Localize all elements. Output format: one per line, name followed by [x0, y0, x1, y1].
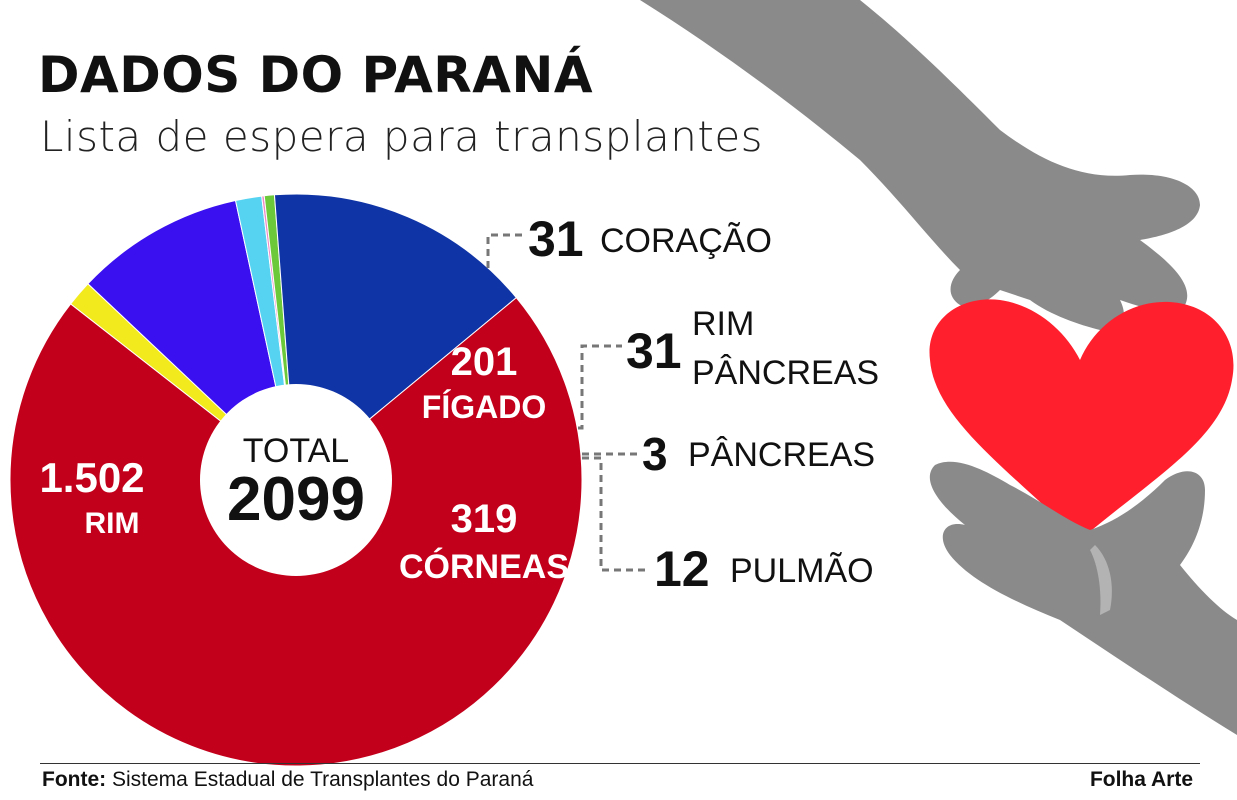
- source-line: Fonte: Sistema Estadual de Transplantes …: [42, 768, 533, 792]
- corneas-value-label: 319: [451, 497, 518, 541]
- figado-name-label: FÍGADO: [422, 389, 546, 425]
- rim-pancreas-leader: [578, 344, 622, 430]
- donut-hole: [200, 384, 392, 576]
- coracao-leader: [486, 233, 522, 268]
- footer-divider: [40, 763, 1200, 764]
- hands-heart-illustration: [640, 0, 1237, 735]
- leader-lines: [486, 233, 650, 572]
- heart-icon: [929, 299, 1234, 540]
- giving-hand-icon: [640, 0, 1200, 331]
- pulmao-leader: [582, 456, 650, 572]
- source-text: Sistema Estadual de Transplantes do Para…: [112, 768, 534, 791]
- total-value: 2099: [227, 465, 365, 534]
- figado-value-label: 201: [451, 340, 518, 384]
- source-label: Fonte:: [42, 768, 107, 791]
- coracao-value-label: 31: [528, 211, 584, 267]
- rim-name-label: RIM: [85, 507, 140, 540]
- rim-pancreas-name2-label: PÂNCREAS: [692, 354, 879, 392]
- page-subtitle: Lista de espera para transplantes: [40, 112, 764, 161]
- pancreas-value-label: 3: [642, 428, 668, 480]
- page-title: DADOS DO PARANÁ: [38, 46, 594, 104]
- corneas-name-label: CÓRNEAS: [399, 548, 569, 586]
- pancreas-name-label: PÂNCREAS: [688, 436, 875, 474]
- pulmao-name-label: PULMÃO: [730, 552, 874, 590]
- coracao-name-label: CORAÇÃO: [600, 222, 772, 260]
- pulmao-value-label: 12: [654, 541, 710, 597]
- receiving-hand-icon: [929, 461, 1237, 735]
- rim-value-label: 1.502: [39, 454, 144, 501]
- credit-label: Folha Arte: [1089, 768, 1193, 791]
- total-label: TOTAL: [243, 432, 349, 470]
- rim-pancreas-name1-label: RIM: [692, 305, 754, 343]
- rim-pancreas-value-label: 31: [626, 323, 682, 379]
